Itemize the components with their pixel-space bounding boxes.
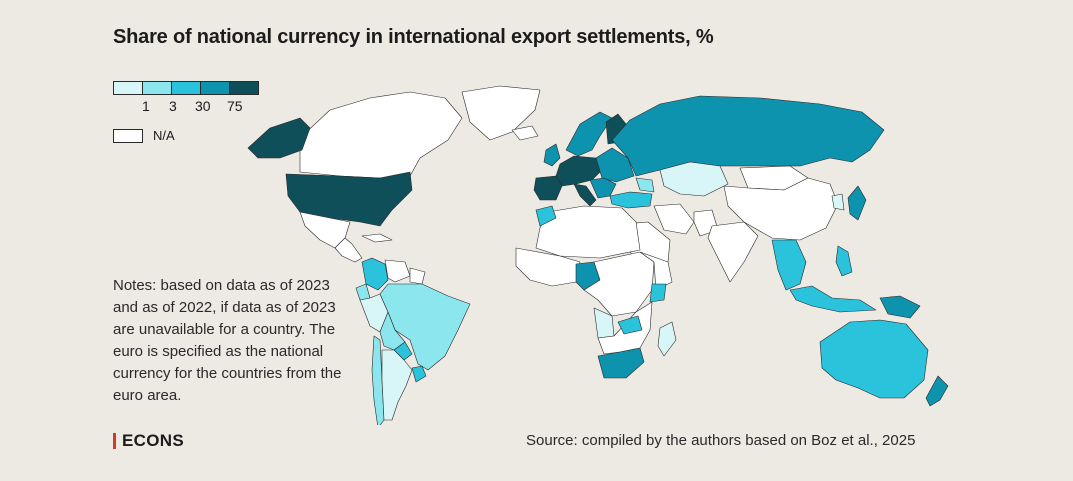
region-alaska: [247, 117, 311, 159]
region-uruguay: [411, 365, 427, 383]
region-chile: [371, 335, 385, 425]
legend-swatch-bin-0: [113, 81, 143, 95]
region-greenland: [461, 85, 541, 141]
region-turkey: [609, 191, 653, 209]
legend-na: N/A: [113, 128, 258, 143]
region-indochina: [771, 239, 807, 291]
legend-swatch-bin-2: [171, 81, 201, 95]
legend-threshold-3: 3: [169, 98, 177, 114]
region-argentina: [381, 349, 413, 421]
region-west-africa: [515, 247, 581, 287]
legend-threshold-30: 30: [195, 98, 211, 114]
region-south-africa: [597, 347, 645, 379]
world-map: [247, 85, 949, 425]
region-australia: [819, 319, 929, 399]
region-venezuela: [384, 259, 411, 283]
legend-threshold-labels: 1 3 30 75: [113, 98, 258, 116]
region-japan: [847, 185, 867, 221]
chart-title: Share of national currency in internatio…: [113, 26, 714, 48]
region-korea: [831, 193, 845, 211]
region-iceland: [511, 125, 539, 141]
legend-swatch-bin-3: [200, 81, 230, 95]
legend-swatches: [113, 81, 259, 95]
legend-swatch-bin-4: [229, 81, 259, 95]
region-italy: [573, 183, 597, 207]
legend-threshold-1: 1: [142, 98, 150, 114]
logo-text: ECONS: [122, 431, 184, 450]
legend-na-label: N/A: [153, 128, 175, 143]
source-note: Source: compiled by the authors based on…: [526, 432, 916, 449]
region-cuba: [361, 233, 393, 243]
region-morocco: [535, 205, 557, 227]
region-philippines: [835, 245, 853, 277]
legend-na-swatch: [113, 128, 143, 143]
region-guianas: [409, 267, 426, 285]
region-iran: [653, 203, 695, 235]
region-scandinavia: [565, 111, 613, 157]
region-caucasus: [635, 177, 655, 193]
region-indonesia: [789, 285, 877, 313]
legend-swatch-bin-1: [142, 81, 172, 95]
region-kenya: [649, 283, 667, 303]
region-central-africa: [583, 251, 655, 317]
region-russia: [611, 95, 885, 177]
legend: 1 3 30 75 N/A: [113, 81, 259, 143]
region-china: [723, 177, 839, 241]
region-zambia: [617, 315, 643, 335]
region-ecuador: [355, 283, 371, 301]
region-central-america: [334, 237, 363, 263]
region-madagascar: [657, 321, 677, 357]
region-papua: [879, 295, 921, 319]
region-balkans: [589, 177, 617, 199]
region-iberia: [533, 175, 563, 201]
region-kazakhstan: [659, 161, 729, 197]
region-canada: [299, 91, 463, 179]
region-usa: [285, 171, 413, 227]
region-india: [707, 221, 759, 283]
region-north-africa: [535, 205, 641, 259]
logo-bar: [113, 433, 116, 449]
region-new-zealand: [925, 375, 949, 407]
notes: Notes: based on data as of 2023 and as o…: [113, 277, 342, 404]
legend-threshold-75: 75: [227, 98, 243, 114]
econs-logo: ECONS: [113, 431, 184, 451]
region-uk-ireland: [543, 143, 561, 167]
